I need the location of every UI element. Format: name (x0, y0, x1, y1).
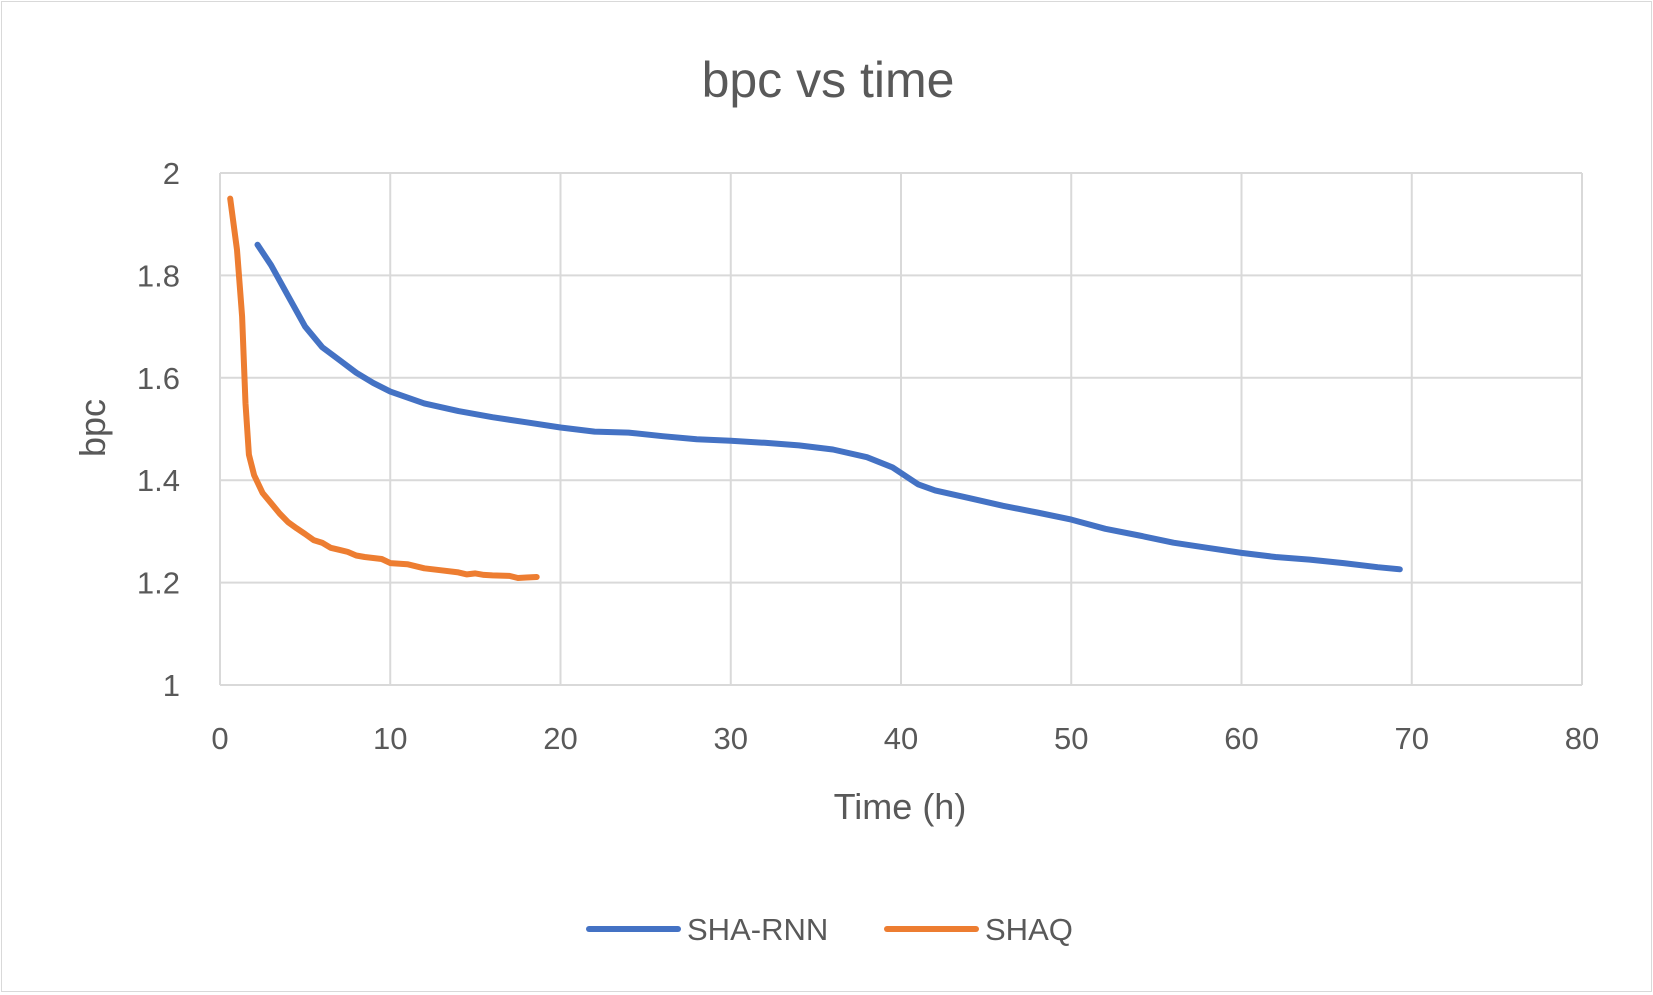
x-tick-label: 70 (1395, 721, 1429, 756)
y-axis-title: bpc (72, 399, 113, 457)
x-tick-label: 60 (1224, 721, 1258, 756)
series-lines (227, 195, 1403, 581)
x-tick-label: 20 (543, 721, 577, 756)
series-line-sha-rnn (254, 241, 1403, 573)
x-tick-label: 40 (884, 721, 918, 756)
gridlines (219, 172, 1583, 686)
tick-labels: 11.21.41.61.820 10 20 30 40 50 60 70 80 (137, 156, 1599, 756)
x-axis-title: Time (h) (834, 786, 967, 827)
legend: SHA-RNN SHAQ (586, 912, 1073, 947)
y-tick-label: 1.2 (137, 566, 180, 601)
y-tick-label: 1.6 (137, 361, 180, 396)
x-tick-label: 10 (373, 721, 407, 756)
x-tick-label: 0 (211, 721, 228, 756)
y-tick-label: 1.4 (137, 463, 180, 498)
y-tick-label: 1.8 (137, 258, 180, 293)
x-tick-label: 30 (714, 721, 748, 756)
x-tick-label: 80 (1565, 721, 1599, 756)
legend-label-shaq: SHAQ (985, 912, 1073, 947)
y-tick-label: 2 (163, 156, 180, 191)
chart-title: bpc vs time (702, 52, 955, 108)
legend-label-sha-rnn: SHA-RNN (687, 912, 828, 947)
x-tick-label: 50 (1054, 721, 1088, 756)
series-line-shaq (227, 195, 540, 581)
y-tick-label: 1 (163, 668, 180, 703)
